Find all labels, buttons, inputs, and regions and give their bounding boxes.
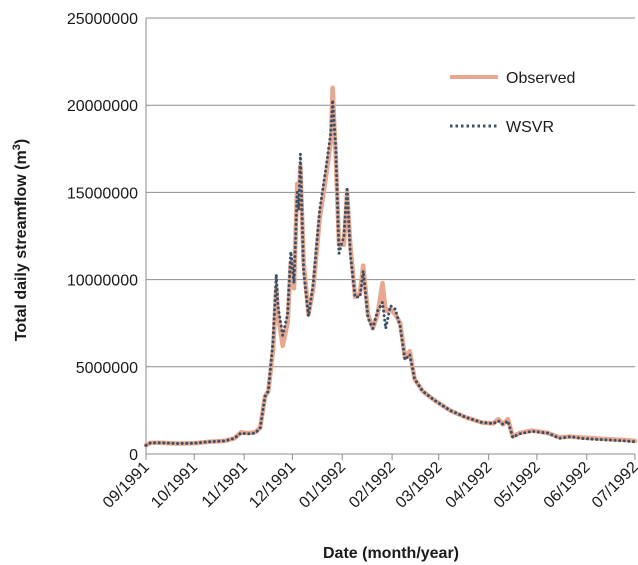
x-tick-label: 02/1992 (346, 459, 399, 512)
x-tick-label: 11/1991 (199, 459, 251, 511)
gridlines (146, 17, 635, 368)
x-tick-label: 12/1991 (246, 459, 299, 512)
legend: Observed WSVR (450, 70, 575, 136)
x-tick-label: 06/1992 (541, 459, 594, 512)
y-tick-label: 10000000 (67, 273, 138, 290)
y-tick-labels: 0 5000000 10000000 15000000 20000000 25000000 (67, 11, 138, 464)
y-tick-label: 20000000 (67, 98, 138, 115)
series-lines (143, 85, 638, 448)
axes (145, 18, 635, 455)
legend-wsvr-label: WSVR (506, 119, 554, 136)
x-tick-label: 04/1992 (443, 459, 496, 512)
x-tick-label: 10/1991 (148, 459, 201, 512)
y-axis-title-suffix: ) (13, 139, 30, 144)
y-tick-label: 5000000 (76, 360, 138, 377)
x-tick-labels: 09/199110/199111/199112/199101/199202/19… (100, 454, 638, 512)
x-tick-label: 07/1992 (589, 459, 638, 512)
x-tick-label: 09/1991 (100, 459, 153, 512)
y-axis-title: Total daily streamflow (m3) (11, 139, 30, 341)
y-tick-label: 25000000 (67, 11, 138, 28)
y-tick-label: 0 (129, 447, 138, 464)
x-axis-title: Date (month/year) (323, 545, 459, 562)
series-line-observed (143, 85, 638, 448)
x-tick-label: 03/1992 (393, 459, 446, 512)
y-tick-label: 15000000 (67, 185, 138, 202)
series-line-wsvr (144, 98, 637, 447)
x-tick-label: 01/1992 (296, 459, 349, 512)
legend-observed-label: Observed (506, 70, 575, 87)
x-tick-label: 05/1992 (491, 459, 544, 512)
y-axis-title-text: Total daily streamflow (m (13, 150, 30, 341)
y-axis-title-superscript: 3 (11, 144, 23, 150)
